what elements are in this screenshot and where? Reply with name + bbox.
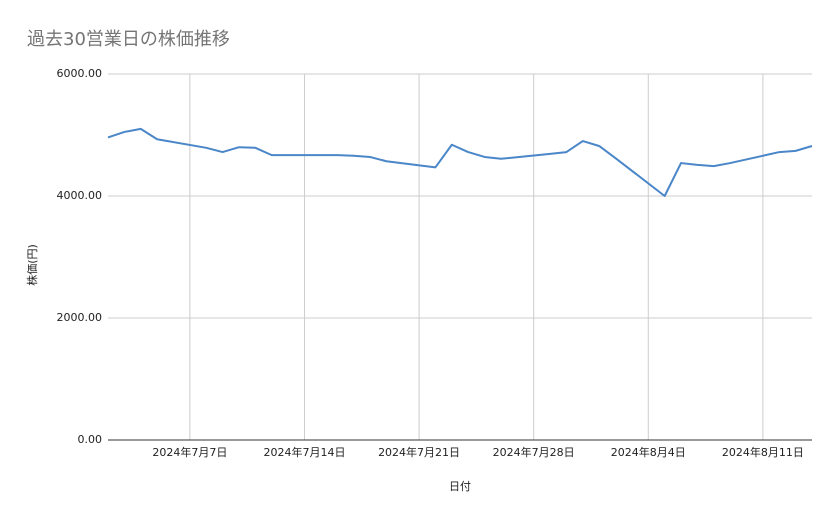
x-tick-label: 2024年7月28日 [493,445,575,459]
y-tick-label: 4000.00 [57,189,103,202]
x-tick-label: 2024年7月7日 [152,445,227,459]
x-tick-label: 2024年7月14日 [263,445,345,459]
y-tick-label: 2000.00 [57,311,103,324]
x-tick-label: 2024年7月21日 [378,445,460,459]
y-axis-label: 株価(円) [25,244,39,286]
x-axis-label: 日付 [449,480,471,493]
x-tick-label: 2024年8月11日 [722,445,804,459]
x-tick-label: 2024年8月4日 [611,445,686,459]
line [107,127,813,197]
y-tick-label: 6000.00 [57,67,103,80]
chart-title: 過去30営業日の株価推移 [27,29,230,50]
y-tick-label: 0.00 [78,433,103,446]
